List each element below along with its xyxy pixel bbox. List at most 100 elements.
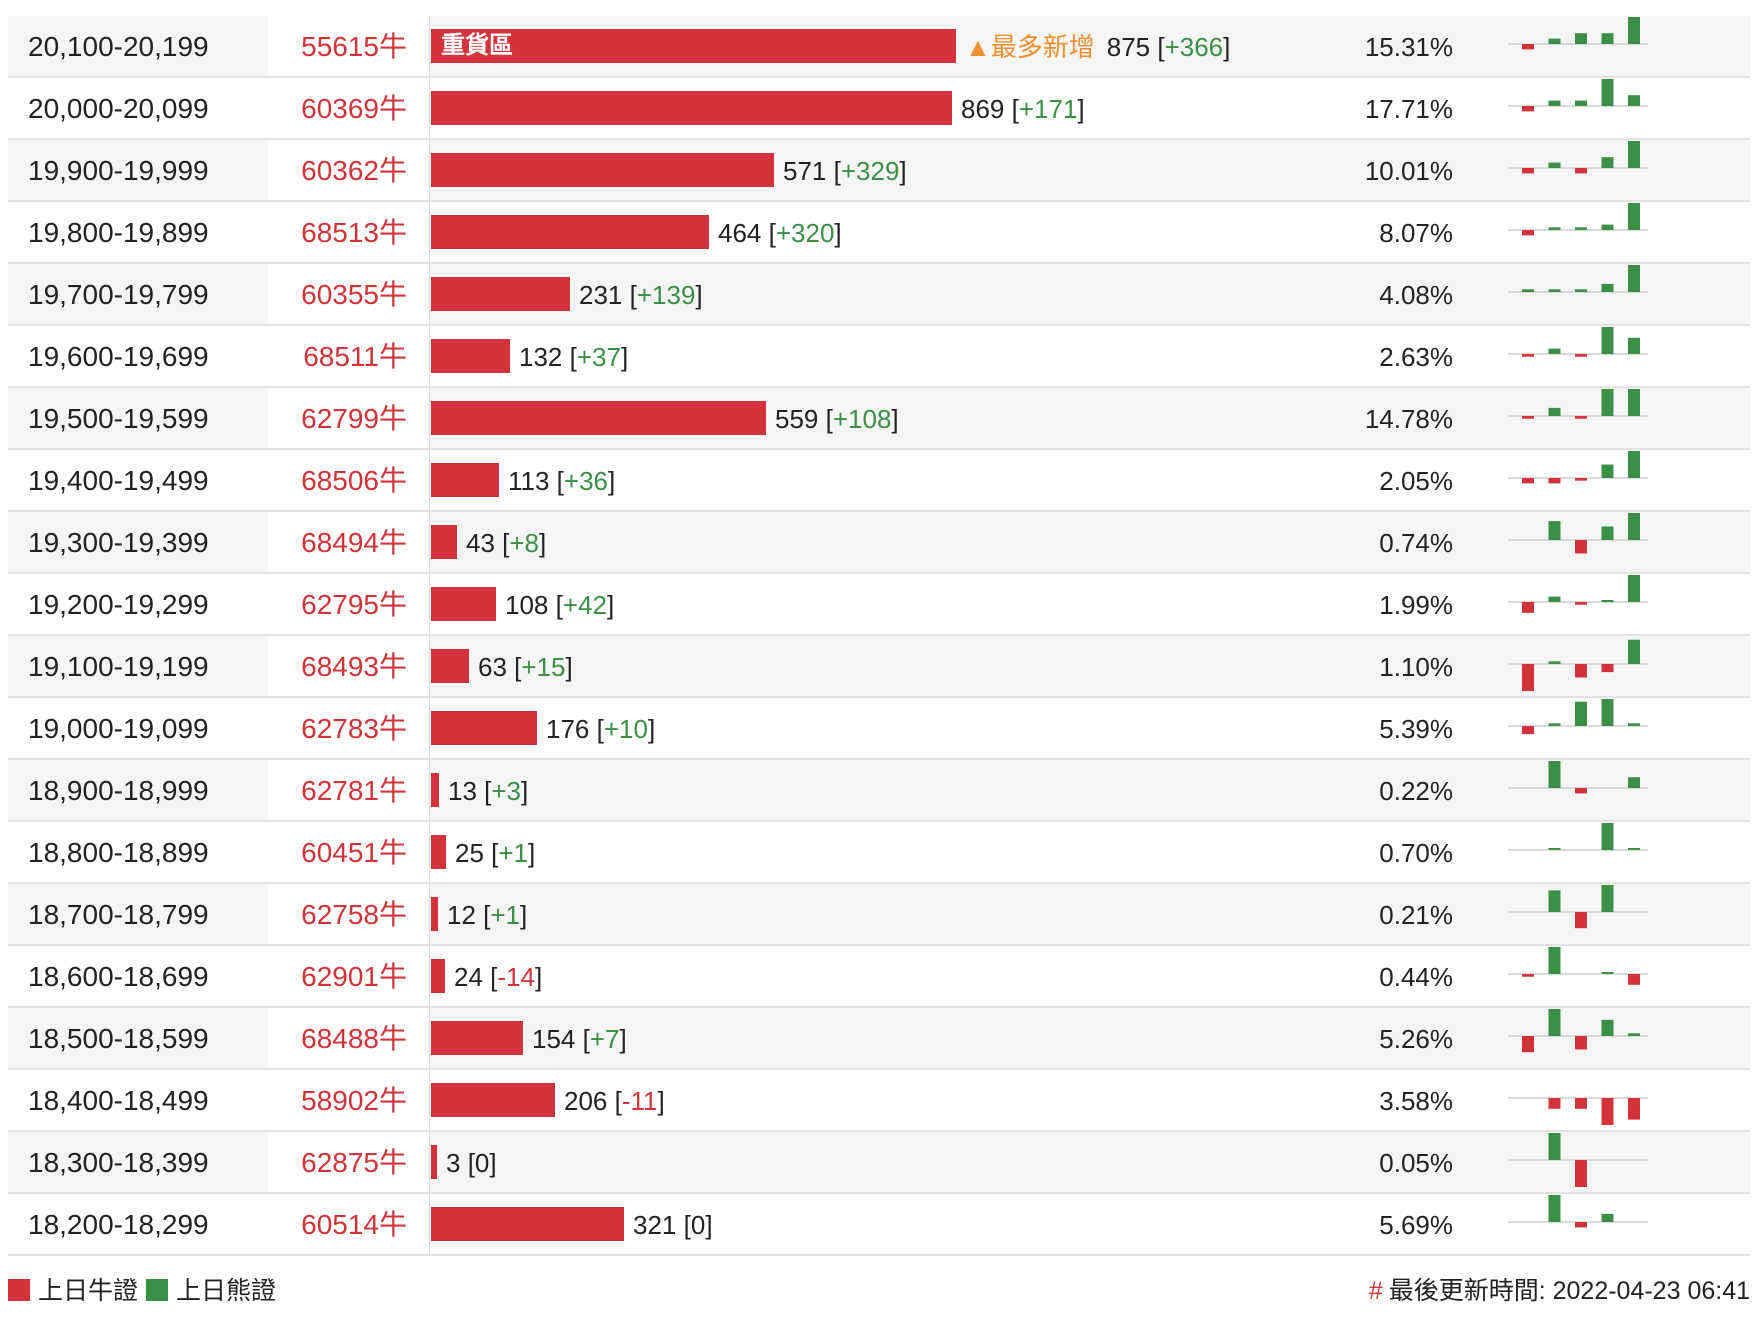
bracket-close: ]: [695, 280, 703, 310]
bracket-open: [: [482, 962, 498, 992]
sparkline-bar: [1628, 777, 1640, 788]
count-stat: 25 [+1]: [455, 822, 535, 884]
count-value: 108: [505, 590, 549, 620]
percentage: 14.78%: [1364, 404, 1453, 434]
count-change: +8: [509, 528, 540, 558]
warrant-code-link[interactable]: 62901牛: [301, 961, 407, 992]
warrant-code-link[interactable]: 58902牛: [301, 1085, 407, 1116]
bracket-close: ]: [608, 466, 616, 496]
warrant-code-link[interactable]: 68488牛: [301, 1023, 407, 1054]
column-divider: [429, 202, 430, 262]
column-divider: [429, 760, 430, 820]
table-row: 18,300-18,399 62875牛 3 [0] 0.05%: [8, 1132, 1750, 1194]
count-stat: 231 [+139]: [579, 264, 703, 326]
count-bar: [431, 835, 446, 869]
sparkline-bar: [1601, 79, 1614, 106]
warrant-code-link[interactable]: 68494牛: [301, 527, 407, 558]
strike-range: 18,200-18,299: [28, 1209, 209, 1240]
warrant-code-link[interactable]: 68511牛: [303, 341, 407, 372]
warrant-code-link[interactable]: 60451牛: [301, 837, 407, 868]
count-stat: 869 [+171]: [961, 78, 1085, 140]
bracket-open: [: [575, 1024, 590, 1054]
sparkline-bar: [1575, 1222, 1587, 1228]
count-value: 13: [448, 776, 477, 806]
table-row: 19,900-19,999 60362牛 571 [+329] 10.01%: [8, 140, 1750, 202]
bracket-close: ]: [565, 652, 573, 682]
new-most-badge: ▲最多新增: [965, 32, 1095, 62]
count-value: 559: [775, 404, 819, 434]
sparkline-bar: [1575, 540, 1587, 554]
warrant-code-link[interactable]: 62875牛: [301, 1147, 407, 1178]
sparkline-bar: [1601, 1019, 1614, 1036]
column-divider: [429, 1194, 430, 1254]
sparkline-bar: [1601, 157, 1614, 168]
trend-sparkline: [1508, 203, 1648, 236]
warrant-code-link[interactable]: 62799牛: [301, 403, 407, 434]
count-stat: 132 [+37]: [519, 326, 628, 388]
count-value: 206: [564, 1086, 608, 1116]
sparkline-bar: [1601, 224, 1614, 230]
count-change: +108: [832, 404, 892, 434]
bracket-close: ]: [705, 1210, 713, 1240]
count-change: +37: [576, 342, 621, 372]
sparkline-bar: [1601, 1213, 1614, 1222]
bracket-open: [: [494, 528, 510, 558]
sparkline-bar: [1628, 513, 1640, 540]
column-divider: [429, 1132, 430, 1192]
sparkline-bar: [1522, 602, 1534, 613]
strike-range: 19,500-19,599: [28, 403, 209, 434]
trend-sparkline: [1508, 141, 1648, 174]
trend-sparkline: [1508, 1009, 1648, 1053]
count-bar: [431, 711, 537, 745]
sparkline-bar: [1601, 1098, 1614, 1125]
count-change: +171: [1018, 94, 1078, 124]
sparkline-bar: [1628, 639, 1640, 664]
bracket-open: [: [562, 342, 577, 372]
trend-sparkline: [1508, 823, 1648, 851]
table-row: 19,200-19,299 62795牛 108 [+42] 1.99%: [8, 574, 1750, 636]
column-divider: [429, 698, 430, 758]
count-stat: 176 [+10]: [546, 698, 655, 760]
count-value: 571: [783, 156, 827, 186]
sparkline-bar: [1628, 451, 1640, 478]
trend-sparkline: [1508, 17, 1648, 50]
count-value: 176: [546, 714, 590, 744]
count-value: 63: [478, 652, 507, 682]
sparkline-bar: [1548, 1009, 1561, 1036]
count-change: +36: [563, 466, 609, 496]
sparkline-bar: [1548, 761, 1561, 788]
strike-range: 19,900-19,999: [28, 155, 209, 186]
table-row: 19,000-19,099 62783牛 176 [+10] 5.39%: [8, 698, 1750, 760]
table-row: 19,300-19,399 68494牛 43 [+8] 0.74%: [8, 512, 1750, 574]
warrant-code-link[interactable]: 60369牛: [301, 93, 407, 124]
percentage: 10.01%: [1364, 156, 1453, 186]
warrant-code-link[interactable]: 68493牛: [301, 651, 407, 682]
sparkline-bar: [1575, 788, 1587, 794]
sparkline-bar: [1628, 1033, 1640, 1036]
warrant-code-cell: 62799牛: [268, 388, 429, 448]
warrant-code-link[interactable]: 60362牛: [301, 155, 407, 186]
count-value: 25: [455, 838, 484, 868]
warrant-code-link[interactable]: 55615牛: [301, 31, 407, 62]
table-row: 18,900-18,999 62781牛 13 [+3] 0.22%: [8, 760, 1750, 822]
last-updated-text: 最後更新時間: 2022-04-23 06:41: [1388, 1277, 1750, 1305]
count-change: -14: [497, 962, 535, 992]
sparkline-bar: [1601, 972, 1614, 974]
warrant-code-link[interactable]: 62758牛: [301, 899, 407, 930]
strike-range: 18,700-18,799: [28, 899, 209, 930]
warrant-code-link[interactable]: 62795牛: [301, 589, 407, 620]
warrant-code-link[interactable]: 62781牛: [301, 775, 407, 806]
warrant-code-link[interactable]: 68506牛: [301, 465, 407, 496]
column-divider: [429, 1070, 430, 1130]
count-bar: [431, 773, 439, 807]
trend-sparkline: [1508, 327, 1648, 357]
warrant-code-cell: 62758牛: [268, 884, 429, 944]
warrant-code-link[interactable]: 60514牛: [301, 1209, 407, 1240]
trend-sparkline: [1508, 513, 1648, 554]
bracket-close: ]: [657, 1086, 665, 1116]
sparkline-bar: [1522, 168, 1534, 174]
count-change: +7: [589, 1024, 620, 1054]
warrant-code-link[interactable]: 62783牛: [301, 713, 407, 744]
warrant-code-link[interactable]: 68513牛: [301, 217, 407, 248]
warrant-code-link[interactable]: 60355牛: [301, 279, 407, 310]
